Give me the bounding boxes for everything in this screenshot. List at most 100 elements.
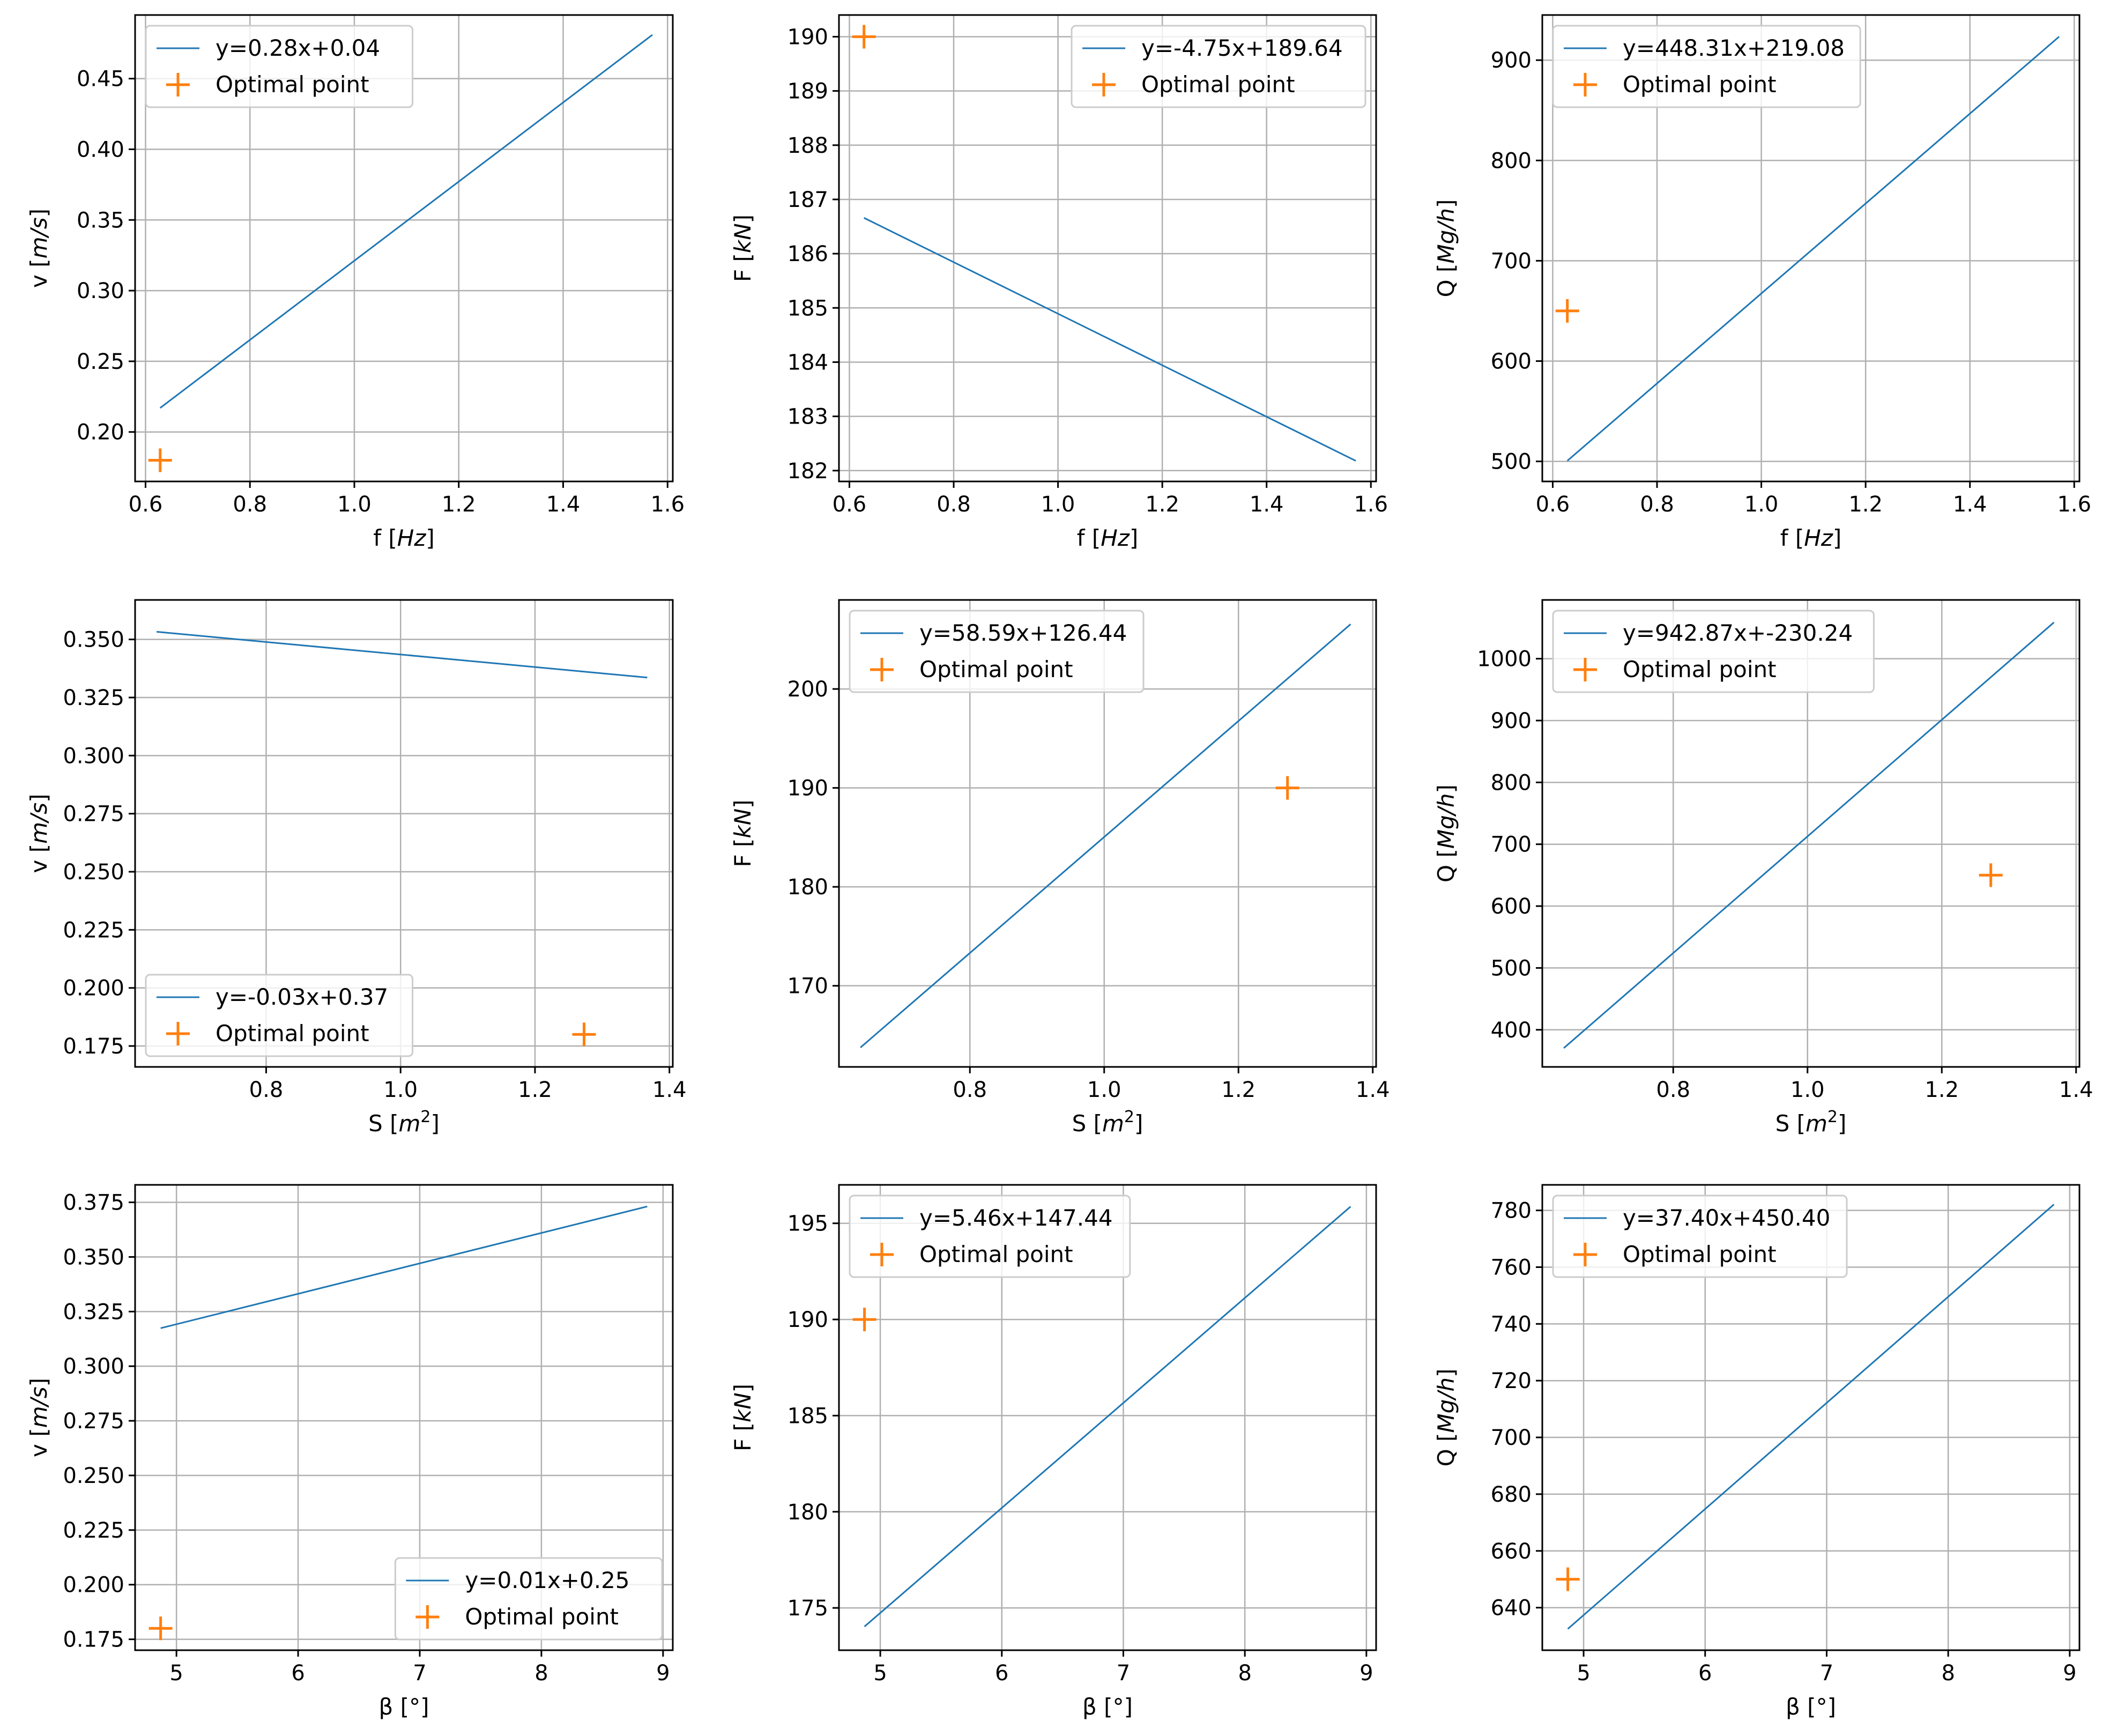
optimal-point-marker xyxy=(852,25,876,49)
y-tick-label: 184 xyxy=(787,350,828,375)
legend-frame xyxy=(1071,25,1366,108)
x-tick-label: 0.8 xyxy=(249,1078,284,1102)
y-tick-label: 660 xyxy=(1491,1539,1532,1564)
y-tick-label: 190 xyxy=(787,1308,828,1332)
chart-panel: 5 6 7 8 9 0.175 0.200 0.225 0.250 0.275 0.300 0.325… xyxy=(26,1184,674,1720)
legend-entry-label: y=0.28x+0.04 xyxy=(216,35,380,61)
axes-frame xyxy=(838,14,1377,483)
x-axis-label: S [m2] xyxy=(1072,1108,1143,1137)
x-tick-label: 1.4 xyxy=(1356,1078,1390,1102)
x-tick-label: 6 xyxy=(291,1661,304,1686)
optimal-point-marker xyxy=(1556,1567,1580,1591)
legend: y=0.28x+0.04 Optimal point xyxy=(145,25,414,108)
y-tick-label: 0.350 xyxy=(63,628,124,652)
y-tick-label: 0.275 xyxy=(63,1409,124,1434)
x-tick-label: 1.0 xyxy=(1087,1078,1121,1102)
legend: y=942.87x+-230.24 Optimal point xyxy=(1552,610,1875,693)
legend-entry-label: y=37.40x+450.40 xyxy=(1623,1205,1830,1231)
legend: y=-4.75x+189.64 Optimal point xyxy=(1071,25,1366,108)
y-tick-label: 680 xyxy=(1491,1482,1532,1507)
x-tick-label: 1.6 xyxy=(650,492,685,517)
y-tick-label: 0.300 xyxy=(63,1354,124,1379)
x-tick-label: 1.2 xyxy=(1925,1078,1959,1102)
x-tick-label: 1.0 xyxy=(1790,1078,1825,1102)
legend-entry-label: y=-4.75x+189.64 xyxy=(1141,35,1343,61)
legend-entry-label: Optimal point xyxy=(919,1241,1073,1267)
regression-line xyxy=(1566,36,2060,462)
y-tick-label: 183 xyxy=(787,405,828,429)
y-tick-label: 0.375 xyxy=(63,1191,124,1215)
x-tick-label: 1.4 xyxy=(2059,1078,2093,1102)
y-tick-label: 1000 xyxy=(1477,647,1532,672)
y-axis-label: Q [Mg/h] xyxy=(1433,199,1459,298)
y-tick-label: 800 xyxy=(1491,770,1532,795)
y-tick-label: 180 xyxy=(787,875,828,900)
legend-entry-label: Optimal point xyxy=(216,1020,369,1047)
optimal-point-marker xyxy=(1555,299,1579,323)
y-tick-label: 170 xyxy=(787,974,828,999)
x-tick-label: 0.8 xyxy=(1656,1078,1690,1102)
y-tick-label: 0.45 xyxy=(77,67,124,92)
x-axis-label: f [Hz] xyxy=(1780,525,1842,551)
legend: y=37.40x+450.40 Optimal point xyxy=(1552,1195,1848,1278)
chart-panel: 5 6 7 8 9 175 180 185 190 195 β [°] F [kN] y=5.46x+1… xyxy=(730,1184,1377,1720)
x-tick-label: 7 xyxy=(1117,1661,1130,1686)
x-tick-label: 9 xyxy=(2063,1661,2076,1686)
y-tick-label: 900 xyxy=(1491,709,1532,733)
y-tick-label: 780 xyxy=(1491,1199,1532,1223)
x-tick-label: 5 xyxy=(1577,1661,1590,1686)
y-tick-label: 0.35 xyxy=(77,208,124,233)
x-tick-label: 8 xyxy=(1238,1661,1251,1686)
chart-panel: 0.8 1.0 1.2 1.4 400 500 600 700 800 900 1000 S [m2]… xyxy=(1433,599,2093,1137)
axes-frame xyxy=(838,599,1377,1068)
y-axis-label: v [m/s] xyxy=(26,209,52,288)
y-tick-label: 0.325 xyxy=(63,686,124,710)
x-tick-label: 1.0 xyxy=(337,492,372,517)
y-tick-label: 185 xyxy=(787,296,828,321)
legend-entry-label: y=-0.03x+0.37 xyxy=(216,984,388,1010)
y-tick-label: 175 xyxy=(787,1596,828,1621)
y-tick-label: 185 xyxy=(787,1404,828,1428)
x-tick-label: 1.4 xyxy=(1953,492,1987,517)
y-tick-label: 0.275 xyxy=(63,802,124,827)
y-tick-label: 0.225 xyxy=(63,918,124,943)
optimal-point-marker xyxy=(148,1616,173,1641)
y-tick-label: 720 xyxy=(1491,1369,1532,1393)
y-tick-label: 0.175 xyxy=(63,1628,124,1652)
x-tick-label: 7 xyxy=(1820,1661,1833,1686)
x-tick-label: 0.8 xyxy=(953,1078,987,1102)
axes-frame xyxy=(134,1184,674,1651)
x-axis-label: f [Hz] xyxy=(373,525,435,551)
legend-frame xyxy=(1552,610,1875,693)
legend-entry-label: Optimal point xyxy=(1141,71,1295,98)
x-axis-label: f [Hz] xyxy=(1077,525,1139,551)
y-tick-label: 190 xyxy=(787,25,828,49)
legend-entry-label: y=58.59x+126.44 xyxy=(919,620,1127,646)
regression-line xyxy=(1563,621,2055,1049)
x-axis-label: β [°] xyxy=(379,1694,429,1720)
optimal-point-marker xyxy=(1275,776,1299,800)
legend-entry-label: y=448.31x+219.08 xyxy=(1623,35,1845,61)
x-tick-label: 1.2 xyxy=(1221,1078,1255,1102)
y-tick-label: 700 xyxy=(1491,249,1532,273)
x-tick-label: 5 xyxy=(169,1661,183,1686)
y-tick-label: 188 xyxy=(787,133,828,158)
x-tick-label: 5 xyxy=(873,1661,887,1686)
optimal-point-marker xyxy=(572,1022,596,1047)
y-tick-label: 0.200 xyxy=(63,1573,124,1598)
y-axis-label: v [m/s] xyxy=(26,1378,52,1457)
x-tick-label: 0.8 xyxy=(937,492,971,517)
regression-line xyxy=(864,217,1356,462)
axes-frame xyxy=(134,14,674,483)
legend-entry-label: Optimal point xyxy=(1623,71,1777,98)
chart-panel: 0.8 1.0 1.2 1.4 0.175 0.200 0.225 0.250 0.275 0.3… xyxy=(26,599,687,1137)
x-tick-label: 1.0 xyxy=(1744,492,1779,517)
x-tick-label: 1.2 xyxy=(1848,492,1883,517)
x-tick-label: 0.6 xyxy=(833,492,867,517)
y-tick-label: 0.325 xyxy=(63,1300,124,1324)
x-tick-label: 0.6 xyxy=(1536,492,1570,517)
legend-entry-label: Optimal point xyxy=(919,656,1073,682)
x-tick-label: 8 xyxy=(534,1661,548,1686)
legend-entry-label: y=942.87x+-230.24 xyxy=(1623,620,1853,646)
legend-frame xyxy=(849,610,1145,693)
